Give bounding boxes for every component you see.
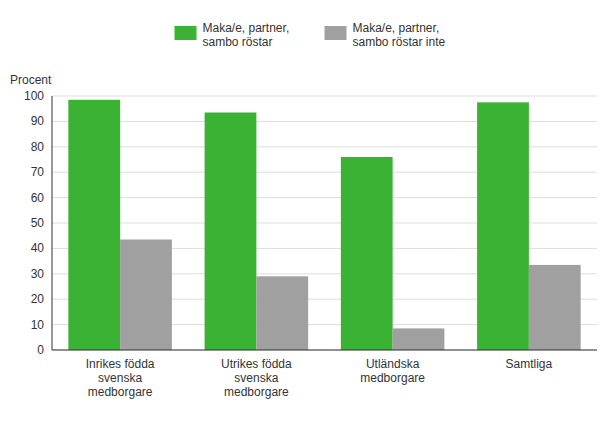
y-tick-label: 60 — [31, 191, 45, 205]
bar — [341, 157, 393, 350]
grid-line — [52, 350, 597, 351]
y-tick-label: 0 — [37, 343, 44, 357]
legend-label: Maka/e, partner,sambo röstar — [203, 21, 290, 49]
bar — [529, 265, 581, 350]
y-axis-line — [52, 96, 53, 350]
y-tick-label: 50 — [31, 216, 45, 230]
y-axis-label: Procent — [10, 73, 52, 87]
background — [0, 0, 613, 426]
y-tick-label: 90 — [31, 114, 45, 128]
legend-swatch — [175, 26, 197, 40]
legend-swatch — [325, 26, 347, 40]
y-tick-label: 10 — [31, 318, 45, 332]
chart: 0 10 20 30 40 50 60 70 80 90 100 Inrikes föddasvens… — [0, 0, 613, 426]
chart-container: 0 10 20 30 40 50 60 70 80 90 100 Inrikes föddasvens… — [0, 0, 613, 426]
x-tick-label: Utländskamedborgare — [360, 357, 425, 385]
legend: Maka/e, partner,sambo röstar Maka/e, part… — [175, 21, 446, 49]
bars — [68, 100, 580, 350]
y-axis: 0 10 20 30 40 50 60 70 80 90 100 — [24, 89, 597, 357]
x-axis: Inrikes föddasvenskamedborgare Utrikes fö… — [86, 357, 553, 399]
y-tick-label: 80 — [31, 140, 45, 154]
x-tick-label: Samtliga — [506, 357, 553, 371]
y-tick-label: 30 — [31, 267, 45, 281]
y-tick-label: 40 — [31, 241, 45, 255]
x-tick-label: Utrikes föddasvenskamedborgare — [221, 357, 292, 399]
bar — [205, 113, 257, 350]
bar — [256, 276, 308, 350]
legend-label: Maka/e, partner,sambo röstar inte — [353, 21, 446, 49]
bar — [68, 100, 120, 350]
x-axis-line — [52, 350, 597, 351]
y-tick-label: 70 — [31, 165, 45, 179]
bar — [393, 328, 445, 350]
y-tick-label: 20 — [31, 292, 45, 306]
bar — [477, 102, 529, 350]
x-tick-label: Inrikes föddasvenskamedborgare — [86, 357, 155, 399]
bar — [120, 240, 172, 350]
grid-line — [52, 96, 597, 97]
y-tick-label: 100 — [24, 89, 44, 103]
